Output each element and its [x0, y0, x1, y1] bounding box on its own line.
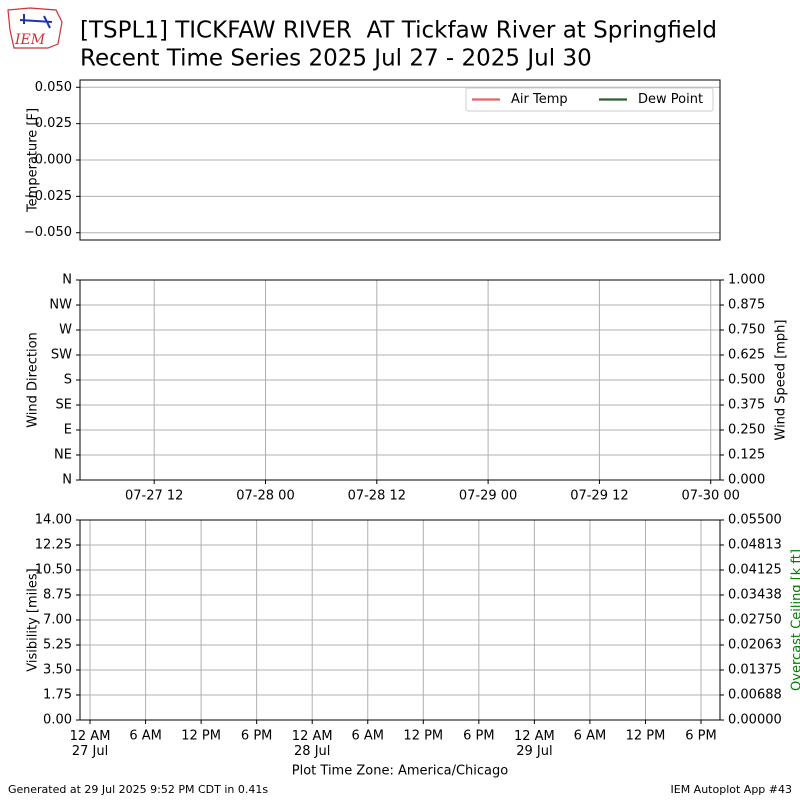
x-tick-label: 12 AM 27 Jul: [70, 729, 111, 759]
panel: −0.050 −0.025 0.000 0.025 0.050 Temperature […: [24, 79, 721, 241]
x-tick-label: 6 AM: [574, 729, 607, 744]
y-axis-label: Wind Direction: [26, 332, 41, 428]
y-tick-label: 8.75: [43, 588, 72, 603]
y2-tick-label: 0.250: [728, 423, 765, 438]
x-tick-label: 07-30 00: [681, 489, 739, 504]
x-tick-label: 6 AM: [351, 729, 384, 744]
y2-tick-label: 0.03438: [728, 587, 782, 602]
x-tick-label: 12 PM: [181, 729, 221, 744]
y-tick-label: N: [62, 273, 72, 288]
panel: N NE E SE S SW W NW N 0.000 0.125 0.250 0.375 0.500 0.…: [26, 273, 789, 504]
y-tick-label: 0.050: [35, 80, 72, 95]
title: [TSPL1] TICKFAW RIVER AT Tickfaw River a…: [80, 18, 717, 44]
y2-tick-label: 0.00000: [728, 713, 782, 728]
y-tick-label: 7.00: [43, 613, 72, 628]
y2-tick-label: 0.875: [728, 298, 765, 313]
y2-tick-label: 0.625: [728, 348, 765, 363]
plot-frame: [79, 279, 721, 481]
x-tick-label: 6 PM: [685, 729, 716, 744]
y2-tick-label: 0.04813: [728, 537, 782, 552]
x-tick-label: 6 AM: [129, 729, 162, 744]
y-tick-label: 1.75: [43, 688, 72, 703]
panel: 0.00 1.75 3.50 5.25 7.00 8.75 10.50 12.25 14.00 0…: [26, 513, 800, 779]
y2-tick-label: 0.750: [728, 323, 765, 338]
y-tick-label: 0.025: [35, 116, 72, 131]
y-tick-label: 10.50: [35, 563, 72, 578]
y2-axis-label: Overcast Ceiling [k ft]: [790, 549, 800, 691]
y-tick-label: 3.50: [43, 663, 72, 678]
x-tick-label: 6 PM: [241, 729, 272, 744]
logo: IEM: [7, 7, 63, 49]
x-tick-label: 07-29 12: [570, 489, 628, 504]
y-tick-label: NW: [49, 298, 72, 313]
y-tick-label: 12.25: [35, 538, 72, 553]
x-tick-label: 07-28 12: [348, 489, 406, 504]
y2-tick-label: 0.02750: [728, 613, 782, 628]
y-tick-label: W: [59, 323, 72, 338]
plot-frame: [79, 79, 721, 241]
y2-tick-label: 0.000: [728, 473, 765, 488]
y-tick-label: 14.00: [35, 513, 72, 528]
y-tick-label: N: [62, 473, 72, 488]
footer-left: Generated at 29 Jul 2025 9:52 PM CDT in …: [8, 783, 268, 796]
y-tick-label: SE: [56, 398, 72, 413]
legend-label: Air Temp: [511, 92, 568, 107]
x-tick-label: 07-28 00: [236, 489, 294, 504]
y2-tick-label: 0.375: [728, 398, 765, 413]
y2-tick-label: 0.04125: [728, 563, 782, 578]
y2-tick-label: 1.000: [728, 273, 765, 288]
legend-label: Dew Point: [638, 92, 703, 107]
y2-tick-label: 0.00688: [728, 687, 782, 702]
y2-tick-label: 0.01375: [728, 663, 782, 678]
y-tick-label: NE: [54, 448, 72, 463]
y-tick-label: 0.00: [43, 713, 72, 728]
y2-axis-label: Wind Speed [mph]: [774, 320, 789, 441]
y2-tick-label: 0.02063: [728, 637, 782, 652]
x-tick-label: 12 AM 29 Jul: [514, 729, 555, 759]
y-tick-label: SW: [51, 348, 72, 363]
x-tick-label: 12 PM: [626, 729, 666, 744]
y-tick-label: 5.25: [43, 638, 72, 653]
legend-box: [465, 87, 714, 112]
y-tick-label: −0.025: [24, 189, 72, 204]
x-tick-label: 12 PM: [403, 729, 443, 744]
y-axis-label: Visibility [miles]: [26, 568, 41, 671]
y-tick-label: S: [64, 373, 72, 388]
title: Recent Time Series 2025 Jul 27 - 2025 Ju…: [80, 46, 592, 72]
footer-right: IEM Autoplot App #43: [671, 783, 793, 796]
x-tick-label: 07-29 00: [459, 489, 517, 504]
y2-tick-label: 0.500: [728, 373, 765, 388]
y-tick-label: 0.000: [35, 153, 72, 168]
plot-frame: [79, 519, 721, 721]
y-tick-label: −0.050: [24, 225, 72, 240]
x-axis-label: Plot Time Zone: America/Chicago: [292, 764, 508, 779]
logo-text: IEM: [14, 32, 46, 48]
x-tick-label: 07-27 12: [125, 489, 183, 504]
x-tick-label: 12 AM 28 Jul: [292, 729, 333, 759]
y2-tick-label: 0.125: [728, 448, 765, 463]
x-tick-label: 6 PM: [463, 729, 494, 744]
y-tick-label: E: [64, 423, 72, 438]
y-axis-label: Temperature [F]: [26, 108, 41, 213]
y2-tick-label: 0.05500: [728, 513, 782, 528]
